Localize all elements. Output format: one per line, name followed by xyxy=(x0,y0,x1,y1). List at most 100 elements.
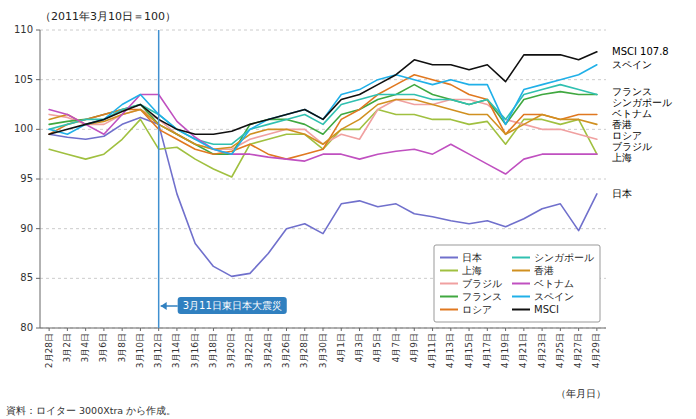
x-tick-label: 4月11日 xyxy=(427,333,437,368)
legend-item: ロシア xyxy=(440,304,492,315)
legend-item: 日本 xyxy=(440,252,482,263)
x-tick-label: 3月12日 xyxy=(153,333,163,368)
x-tick-label: 4月25日 xyxy=(555,333,565,368)
x-tick-label: 3月14日 xyxy=(171,333,181,368)
x-tick xyxy=(85,328,86,331)
x-tick-label: 3月4日 xyxy=(80,333,90,362)
legend-label: 香港 xyxy=(534,265,554,276)
end-label: 上海 xyxy=(612,152,632,163)
y-tick xyxy=(36,228,40,229)
end-label: 日本 xyxy=(612,188,632,199)
legend-label: 上海 xyxy=(462,265,482,276)
legend-item: 上海 xyxy=(440,265,482,276)
series-line xyxy=(49,75,597,159)
end-label: スペイン xyxy=(612,59,652,70)
series-line xyxy=(49,52,597,134)
legend-swatch xyxy=(512,283,530,285)
grid-line xyxy=(40,228,606,229)
x-tick xyxy=(49,328,50,331)
y-tick-label: 95 xyxy=(20,173,33,184)
y-axis: 80859095100105110 xyxy=(14,24,40,333)
legend-swatch xyxy=(440,257,458,259)
legend-item: 香港 xyxy=(512,265,554,276)
legend-item: シンガポール xyxy=(512,252,594,263)
x-tick xyxy=(103,328,104,331)
x-tick xyxy=(359,328,360,331)
x-tick-label: 3月22日 xyxy=(244,333,254,368)
x-tick xyxy=(323,328,324,331)
x-tick-label: 3月16日 xyxy=(190,333,200,368)
x-tick xyxy=(249,328,250,331)
legend-item: ベトナム xyxy=(512,278,574,289)
x-tick xyxy=(469,328,470,331)
y-tick xyxy=(36,278,40,279)
x-tick-label: 4月9日 xyxy=(409,333,419,362)
y-tick xyxy=(36,129,40,130)
source: 資料：ロイター 3000Xtra から作成。 xyxy=(6,405,176,416)
grid-line xyxy=(40,129,606,130)
legend: 日本上海ブラジルフランスロシア シンガポール香港ベトナムスペイン MSCI xyxy=(434,245,600,322)
x-tick xyxy=(140,328,141,331)
x-tick-label: 4月27日 xyxy=(573,333,583,368)
x-tick-label: 2月28日 xyxy=(44,333,54,368)
y-axis-line xyxy=(40,30,41,328)
event-arrow-head xyxy=(161,302,167,310)
x-tick-label: 4月17日 xyxy=(482,333,492,368)
x-tick xyxy=(158,328,159,331)
x-tick xyxy=(286,328,287,331)
x-tick-label: 4月3日 xyxy=(354,333,364,362)
x-tick-label: 3月28日 xyxy=(299,333,309,368)
legend-swatch xyxy=(512,270,530,272)
x-tick xyxy=(268,328,269,331)
x-tick xyxy=(176,328,177,331)
y-tick-label: 90 xyxy=(20,223,33,234)
x-tick-label: 3月24日 xyxy=(263,333,273,368)
y-tick-label: 105 xyxy=(14,74,33,85)
title: （2011年3月10日＝100） xyxy=(40,10,176,23)
legend-item: フランス xyxy=(440,291,502,302)
background xyxy=(0,0,696,419)
x-tick-label: 3月10日 xyxy=(135,333,145,368)
x-tick xyxy=(396,328,397,331)
x-tick xyxy=(505,328,506,331)
legend-item: ブラジル xyxy=(440,278,502,289)
x-tick-label: 4月19日 xyxy=(500,333,510,368)
end-label: 香港 xyxy=(612,119,632,130)
end-labels: MSCI 107.8スペインフランスシンガポールベトナム香港ロシアブラジル上海日… xyxy=(612,46,672,199)
legend-label: 日本 xyxy=(462,252,482,263)
chart: 808590951001051102月28日3月2日3月4日3月6日3月8日3月… xyxy=(0,0,696,419)
x-tick-label: 4月13日 xyxy=(445,333,455,368)
x-tick xyxy=(450,328,451,331)
x-axis: 2月28日3月2日3月4日3月6日3月8日3月10日3月12日3月14日3月16… xyxy=(44,328,602,368)
x-tick-label: 4月1日 xyxy=(336,333,346,362)
x-tick xyxy=(122,328,123,331)
legend-label: ブラジル xyxy=(462,278,502,289)
x-tick-label: 4月21日 xyxy=(518,333,528,368)
x-tick xyxy=(341,328,342,331)
legend-label: シンガポール xyxy=(534,252,594,263)
grid-line xyxy=(40,179,606,180)
x-tick-label: 4月29日 xyxy=(591,333,601,368)
x-tick-label: 3月2日 xyxy=(62,333,72,362)
legend-item: スペイン xyxy=(512,291,574,302)
end-label: シンガポール xyxy=(612,97,672,108)
end-label: MSCI 107.8 xyxy=(612,46,669,57)
x-tick-label: 4月7日 xyxy=(391,333,401,362)
grid xyxy=(40,30,606,328)
x-tick-label: 3月20日 xyxy=(226,333,236,368)
x-tick xyxy=(231,328,232,331)
legend-label: フランス xyxy=(462,291,502,302)
y-tick-label: 85 xyxy=(20,272,33,283)
x-tick-label: 4月15日 xyxy=(464,333,474,368)
x-tick xyxy=(377,328,378,331)
legend-item: MSCI xyxy=(512,304,559,315)
lines xyxy=(49,52,597,277)
grid-line xyxy=(40,30,606,31)
y-tick xyxy=(36,328,40,329)
event-line xyxy=(158,30,160,328)
y-tick xyxy=(36,179,40,180)
x-tick xyxy=(304,328,305,331)
legend-swatch xyxy=(512,296,530,298)
x-tick xyxy=(596,328,597,331)
x-tick xyxy=(67,328,68,331)
